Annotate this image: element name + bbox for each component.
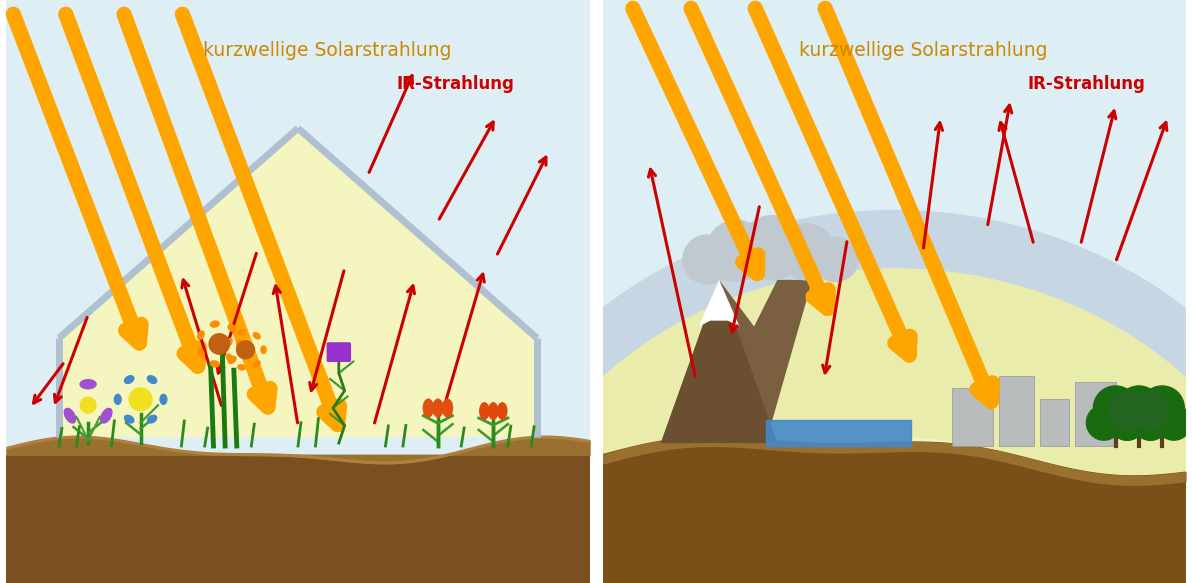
Ellipse shape: [147, 415, 157, 424]
Ellipse shape: [100, 408, 112, 424]
Circle shape: [1132, 392, 1169, 430]
Bar: [6, 455, 590, 583]
Ellipse shape: [479, 402, 490, 420]
Polygon shape: [602, 437, 1186, 583]
Text: IR-Strahlung: IR-Strahlung: [1028, 75, 1146, 93]
Ellipse shape: [423, 399, 434, 417]
Bar: [1075, 382, 1116, 446]
Ellipse shape: [63, 408, 76, 424]
FancyBboxPatch shape: [327, 342, 352, 362]
Text: IR-Strahlung: IR-Strahlung: [397, 75, 514, 93]
Circle shape: [707, 220, 766, 281]
Circle shape: [1134, 405, 1168, 440]
Circle shape: [129, 388, 153, 411]
Circle shape: [1110, 405, 1144, 440]
Ellipse shape: [486, 268, 1192, 583]
Ellipse shape: [253, 332, 261, 339]
Ellipse shape: [228, 356, 236, 364]
Ellipse shape: [573, 437, 1192, 583]
Ellipse shape: [124, 415, 135, 424]
Ellipse shape: [237, 364, 246, 371]
Circle shape: [683, 235, 732, 284]
Polygon shape: [660, 280, 777, 443]
Circle shape: [1134, 405, 1168, 440]
Ellipse shape: [210, 320, 219, 328]
Ellipse shape: [488, 402, 498, 420]
Circle shape: [80, 398, 97, 413]
Ellipse shape: [80, 379, 97, 389]
Ellipse shape: [225, 353, 232, 362]
Polygon shape: [632, 280, 813, 443]
Ellipse shape: [433, 399, 443, 417]
Polygon shape: [58, 128, 538, 437]
Circle shape: [1117, 386, 1161, 430]
Ellipse shape: [442, 399, 453, 417]
Circle shape: [778, 224, 834, 280]
Text: kurzwellige Solarstrahlung: kurzwellige Solarstrahlung: [203, 41, 452, 60]
Circle shape: [814, 237, 858, 282]
Circle shape: [1156, 405, 1191, 440]
Ellipse shape: [497, 402, 508, 420]
Circle shape: [1140, 386, 1185, 430]
Bar: [1039, 399, 1069, 446]
Ellipse shape: [440, 210, 1192, 583]
Ellipse shape: [237, 329, 246, 336]
Ellipse shape: [147, 375, 157, 384]
Bar: [999, 376, 1033, 446]
Circle shape: [1086, 405, 1122, 440]
Ellipse shape: [225, 338, 232, 346]
Circle shape: [1109, 392, 1146, 430]
Circle shape: [236, 341, 255, 359]
Ellipse shape: [236, 339, 243, 349]
Ellipse shape: [210, 360, 219, 368]
Ellipse shape: [124, 375, 135, 384]
Ellipse shape: [260, 345, 267, 354]
Circle shape: [1110, 405, 1144, 440]
Text: kurzwellige Solarstrahlung: kurzwellige Solarstrahlung: [799, 41, 1048, 60]
Ellipse shape: [228, 324, 236, 332]
Ellipse shape: [113, 394, 122, 405]
Ellipse shape: [253, 360, 261, 368]
Ellipse shape: [197, 330, 205, 340]
Circle shape: [209, 333, 230, 354]
Bar: [952, 388, 993, 446]
Polygon shape: [699, 280, 739, 326]
Circle shape: [739, 216, 803, 280]
Ellipse shape: [160, 394, 168, 405]
Circle shape: [1093, 386, 1137, 430]
Ellipse shape: [197, 348, 205, 358]
